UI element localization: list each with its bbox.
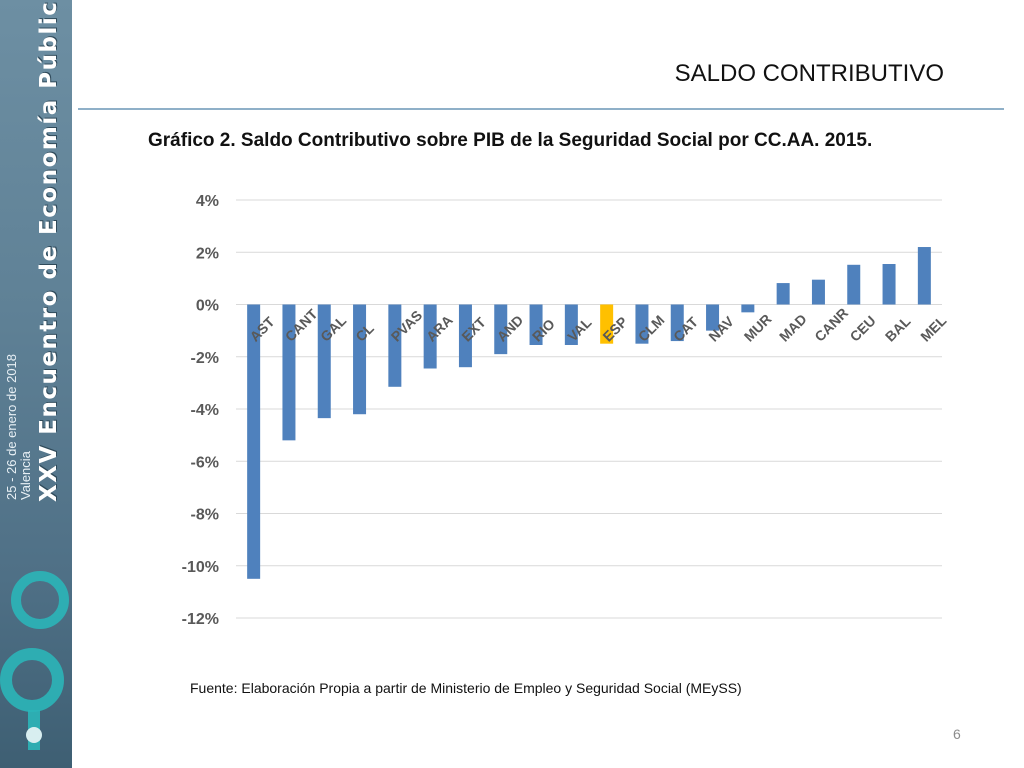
bar-nav (706, 304, 720, 331)
y-tick-label: -4% (191, 402, 219, 419)
bar-cl (353, 304, 367, 415)
y-tick-label: 4% (196, 193, 219, 210)
y-tick-label: 2% (196, 245, 219, 262)
bar-canr (811, 279, 825, 305)
bar-rio (529, 304, 543, 345)
iep-logo: iep (0, 571, 69, 750)
y-tick-label: 0% (196, 298, 219, 315)
y-tick-label: -10% (182, 559, 219, 576)
bar-val (564, 304, 578, 345)
y-tick-label: -2% (191, 350, 219, 367)
sidebar: XXV Encuentro de Economía Pública 25 - 2… (0, 0, 72, 768)
x-category-label: CANR (811, 305, 851, 345)
x-category-label: MUR (741, 311, 775, 345)
y-tick-label: -8% (191, 507, 219, 524)
bar-cant (282, 304, 296, 441)
slide-title: SALDO CONTRIBUTIVO (674, 60, 944, 87)
bar-ast (247, 304, 261, 579)
y-axis-ticks: 4% 2% 0% -2% -4% -6% -8% -10% -12% (182, 193, 219, 628)
bar-cat (670, 304, 684, 342)
bar-gal (317, 304, 331, 419)
bar-ceu (847, 264, 861, 305)
bar-clm (635, 304, 649, 344)
bar-ara (423, 304, 437, 369)
page-number: 6 (953, 726, 961, 742)
chart-bars (247, 247, 931, 579)
x-category-label: MAD (776, 311, 810, 345)
bar-ext (458, 304, 472, 368)
bar-pvas (388, 304, 402, 387)
chart-title: Gráfico 2. Saldo Contributivo sobre PIB … (148, 130, 873, 151)
bar-mel (917, 247, 931, 305)
chart-gridlines (236, 199, 942, 619)
title-divider (78, 108, 1004, 110)
x-category-label: BAL (882, 313, 914, 345)
bar-mad (776, 283, 790, 305)
bar-bal (882, 264, 896, 305)
source-note: Fuente: Elaboración Propia a partir de M… (190, 680, 742, 696)
bar-esp (600, 304, 614, 344)
bar-mur (741, 304, 755, 313)
x-category-label: CEU (847, 312, 879, 344)
y-tick-label: -6% (191, 454, 219, 471)
bar-and (494, 304, 508, 355)
x-category-label: MEL (917, 312, 950, 345)
y-tick-label: -12% (182, 611, 219, 628)
